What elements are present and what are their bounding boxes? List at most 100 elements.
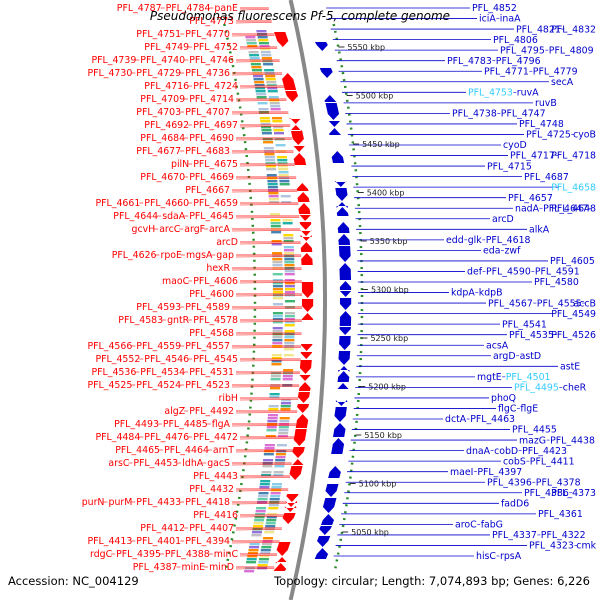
feature-strip-inner: [272, 288, 283, 291]
feature-strip-inner: [271, 240, 282, 243]
forward-gene-label: PFL_4566: [88, 341, 133, 352]
feature-strip-outer: [281, 399, 292, 402]
forward-leader-line: [235, 256, 302, 258]
feature-strip-outer: [261, 543, 272, 546]
forward-leader-line: [235, 217, 300, 219]
feature-strip-outer: [261, 54, 272, 57]
kbp-tick-label: 5350 kbp: [370, 237, 408, 246]
feature-strip-inner: [254, 516, 265, 519]
reverse-gene-label: PFL_4438: [550, 435, 595, 446]
reverse-gene-label: PFL_4821: [516, 24, 561, 35]
forward-gene-label: PFL_4523: [185, 380, 230, 391]
forward-leader-line: [231, 425, 297, 427]
feature-strip-inner: [254, 84, 265, 87]
genome-summary-text: Topology: circular; Length: 7,074,893 bp…: [274, 574, 590, 588]
feature-strip-inner: [268, 192, 279, 195]
reverse-gene-label: PFL_4337: [492, 530, 537, 541]
feature-strip-inner: [272, 282, 283, 285]
feature-strip-inner: [266, 174, 277, 177]
forward-gene: [300, 235, 312, 241]
feature-strip-outer: [258, 39, 269, 42]
feature-strip-outer: [265, 525, 276, 528]
feature-strip-outer: [277, 165, 288, 168]
feature-strip-outer: [284, 273, 295, 276]
feature-strip-outer: [272, 120, 283, 123]
feature-strip-outer: [278, 171, 289, 174]
reverse-gene-label: PFL_4411: [530, 456, 575, 467]
reverse-gene-label: PFL_4852: [472, 3, 517, 14]
feature-strip-inner: [260, 120, 271, 123]
reverse-gene: [320, 514, 335, 525]
feature-strip-outer: [271, 483, 282, 486]
forward-leader-line: [231, 542, 280, 544]
forward-gene-label: PFL_4578: [193, 315, 238, 326]
feature-strip-inner: [267, 417, 278, 420]
reverse-gene-label: PFL_4748: [519, 119, 564, 130]
forward-gene-label: gap: [216, 250, 234, 261]
gc-track-inner: [223, 23, 257, 571]
feature-strip-outer: [280, 405, 291, 408]
feature-strip-inner: [266, 426, 277, 429]
forward-gene-label: PFL_4524: [136, 380, 181, 391]
reverse-gene: [317, 536, 331, 547]
reverse-gene-label: fadD6: [501, 499, 529, 510]
feature-strip-outer: [267, 87, 278, 90]
feature-strip-inner: [271, 363, 282, 366]
forward-gene: [291, 459, 304, 465]
reverse-gene-label: flgE: [520, 404, 538, 415]
feature-strip-outer: [284, 330, 295, 333]
feature-strip-inner: [258, 495, 269, 498]
forward-leader-line: [239, 360, 301, 362]
feature-strip-outer: [282, 222, 293, 225]
reverse-gene-label: PFL_4725: [526, 130, 571, 141]
reverse-gene: [324, 95, 337, 102]
forward-gene-label: argF: [184, 224, 205, 235]
reverse-gene-label: PFL_4322: [541, 530, 586, 541]
forward-leader-line: [235, 100, 287, 102]
forward-gene-label: PFL_4546: [144, 354, 189, 365]
feature-strip-inner: [258, 492, 269, 495]
forward-gene-label: PFL_4683: [185, 146, 230, 157]
feature-strip-outer: [284, 324, 295, 327]
forward-gene-label: PFL_4589: [185, 302, 230, 313]
feature-strip-inner: [264, 447, 275, 450]
feature-strip-inner: [268, 405, 279, 408]
feature-strip-inner: [264, 153, 275, 156]
forward-gene-label: PFL_4740: [140, 55, 185, 66]
feature-strip-outer: [273, 471, 284, 474]
reverse-gene-label: alkA: [529, 225, 550, 236]
feature-strip-inner: [258, 108, 269, 111]
feature-strip-outer: [282, 219, 293, 222]
forward-leader-line: [235, 529, 282, 531]
feature-strip-inner: [267, 414, 278, 417]
reverse-gene-label: PFL_4809: [549, 45, 594, 56]
forward-gene-label: PFL_4472: [193, 432, 238, 443]
feature-strip-inner: [265, 435, 276, 438]
feature-strip-inner: [250, 63, 261, 66]
feature-strip-inner: [261, 129, 272, 132]
forward-leader-line: [231, 74, 283, 76]
reverse-gene-label: ruvA: [517, 88, 539, 99]
reverse-gene-label: cheR: [563, 383, 587, 394]
forward-leader-line: [235, 451, 294, 453]
forward-leader-line: [231, 386, 300, 388]
forward-gene-label: PFL_4433: [136, 497, 181, 508]
feature-strip-inner: [249, 54, 260, 57]
forward-leader-line: [231, 191, 298, 193]
reverse-gene-label: glk: [468, 235, 483, 246]
feature-strip-inner: [254, 81, 265, 84]
feature-strip-outer: [265, 522, 276, 525]
feature-strip-outer: [264, 531, 275, 534]
forward-leader-line: [231, 35, 275, 37]
feature-strip-outer: [271, 117, 282, 120]
reverse-gene-label: PFL_4397: [477, 467, 522, 478]
reverse-gene: [339, 327, 351, 335]
forward-gene-label: PFL_4600: [189, 289, 234, 300]
feature-strip-inner: [267, 420, 278, 423]
feature-strip-inner: [246, 39, 257, 42]
forward-gene-label: PFL_4669: [189, 172, 234, 183]
kbp-ticks: 5550 kbp 5500 kbp 5450 kbp 5400 kbp 5350 kbp…: [338, 43, 409, 537]
reverse-gene-label: astD: [520, 351, 542, 362]
